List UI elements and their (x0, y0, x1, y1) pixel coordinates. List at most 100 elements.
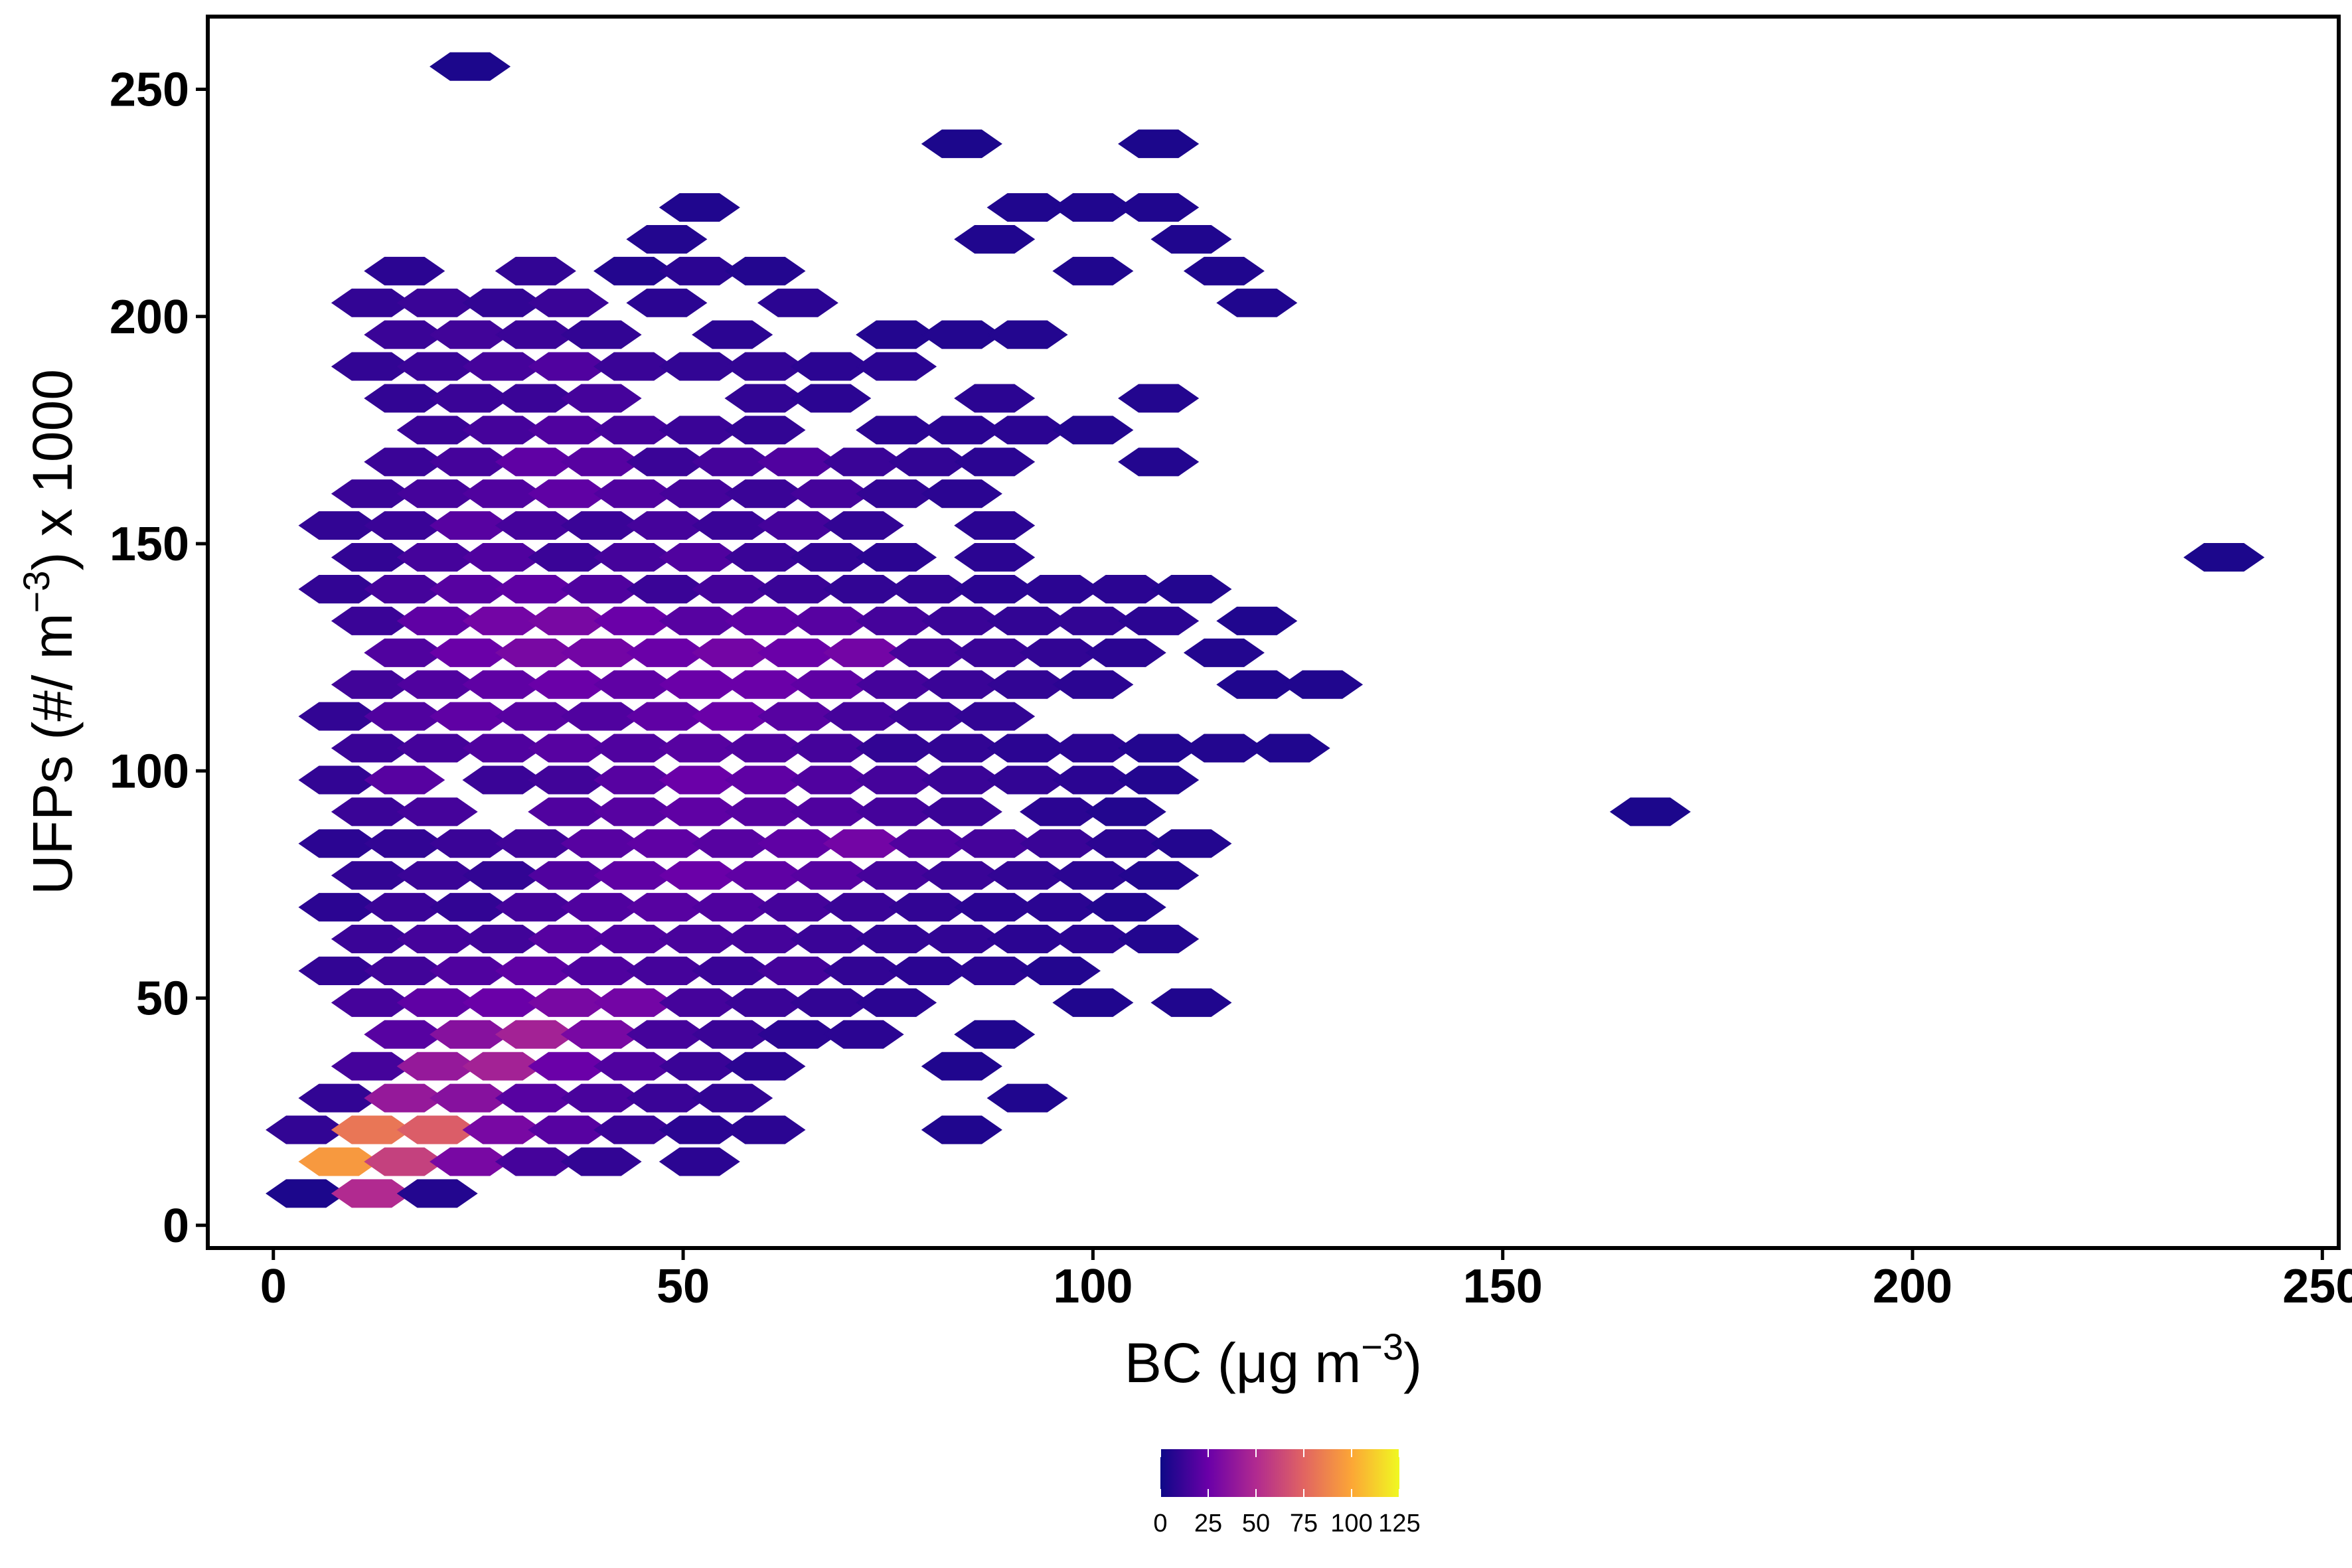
hex-bin (823, 893, 904, 922)
hex-bin (364, 320, 445, 349)
hex-bin (331, 1115, 412, 1144)
hex-bin (954, 1020, 1036, 1049)
hex-bin (659, 193, 740, 222)
hex-bin (1052, 925, 1134, 954)
x-tick-label: 200 (1873, 1260, 1952, 1313)
hex-bin (298, 702, 380, 731)
hex-bin (986, 861, 1068, 890)
hex-bin (560, 638, 642, 667)
hex-bin (266, 1115, 347, 1144)
hex-bin (1052, 861, 1134, 890)
hex-bin (495, 256, 576, 285)
hex-bin (823, 574, 904, 603)
hex-bin (560, 447, 642, 477)
hex-bin (560, 956, 642, 985)
legend-colorbar (1160, 1449, 1399, 1497)
hex-bin (495, 638, 576, 667)
hex-bin (659, 416, 740, 445)
hex-bin (692, 574, 773, 603)
hex-bin (364, 256, 445, 285)
hex-bin (692, 447, 773, 477)
hex-bin (462, 988, 544, 1017)
hex-bin (1282, 670, 1364, 699)
hex-bin (364, 638, 445, 667)
hex-bin (724, 416, 806, 445)
hex-bin (495, 829, 576, 858)
hex-bin (1085, 574, 1166, 603)
hex-bin (266, 1179, 347, 1208)
hex-bin (724, 797, 806, 826)
hex-bin (724, 861, 806, 890)
hex-bin (528, 352, 609, 381)
hex-bin (298, 956, 380, 985)
hex-bin (823, 638, 904, 667)
hex-bin (462, 734, 544, 763)
hex-bin (396, 670, 478, 699)
hex-bin (396, 925, 478, 954)
hex-bin (626, 288, 708, 317)
hex-bin (921, 1052, 1002, 1081)
hex-bin (856, 861, 937, 890)
hex-bin (593, 1052, 675, 1081)
y-axis-title: UFPs (#/ m−3) x 1000 (15, 369, 84, 895)
hex-bin (364, 765, 445, 795)
hex-bin (692, 1020, 773, 1049)
hex-bin (560, 574, 642, 603)
hex-bin (757, 956, 838, 985)
hex-bin (396, 988, 478, 1017)
hex-bin (659, 861, 740, 890)
x-tick-label: 0 (260, 1260, 287, 1313)
hex-bin (528, 606, 609, 635)
hex-bin (724, 734, 806, 763)
hex-bin (823, 1020, 904, 1049)
hex-bin (823, 511, 904, 540)
hex-bin (396, 734, 478, 763)
hex-bin (1052, 988, 1134, 1017)
y-tick-label: 100 (110, 745, 189, 798)
hex-bin (659, 797, 740, 826)
hex-bin (757, 574, 838, 603)
hex-bin (692, 511, 773, 540)
hex-bin (331, 861, 412, 890)
hex-bin (954, 702, 1036, 731)
hex-bin (724, 606, 806, 635)
hex-bin (364, 829, 445, 858)
hex-bin (954, 574, 1036, 603)
hex-bin (856, 543, 937, 572)
hex-bin (396, 797, 478, 826)
x-tick-label: 150 (1463, 1260, 1543, 1313)
hex-bin (1052, 256, 1134, 285)
hex-bin (1183, 256, 1265, 285)
legend-tick-label: 25 (1194, 1510, 1222, 1537)
hex-bin (626, 1020, 708, 1049)
hex-bin (659, 352, 740, 381)
hex-bin (331, 288, 412, 317)
hex-bin (430, 702, 511, 731)
hex-bin (495, 511, 576, 540)
hex-bin (954, 511, 1036, 540)
hex-bin (1118, 606, 1200, 635)
hex-bin (560, 511, 642, 540)
hex-bin (692, 638, 773, 667)
hex-bin (1052, 606, 1134, 635)
hex-bin (430, 1083, 511, 1113)
hex-bin (757, 893, 838, 922)
hex-bin (1216, 670, 1298, 699)
hex-bin (331, 1052, 412, 1081)
hex-bin (593, 734, 675, 763)
hex-bin (986, 734, 1068, 763)
hex-bin (986, 670, 1068, 699)
hex-bin (298, 1147, 380, 1176)
hex-bin (430, 956, 511, 985)
hex-bin (528, 1052, 609, 1081)
hex-bin (430, 638, 511, 667)
hex-bin (396, 288, 478, 317)
hex-bin (593, 606, 675, 635)
hex-bin (986, 320, 1068, 349)
hex-bin (560, 384, 642, 413)
hex-bin (396, 352, 478, 381)
y-axis: 0 50 100 150 200 250 (110, 64, 208, 1253)
hex-bin (1019, 574, 1101, 603)
hex-bin (986, 765, 1068, 795)
hex-bin (724, 988, 806, 1017)
